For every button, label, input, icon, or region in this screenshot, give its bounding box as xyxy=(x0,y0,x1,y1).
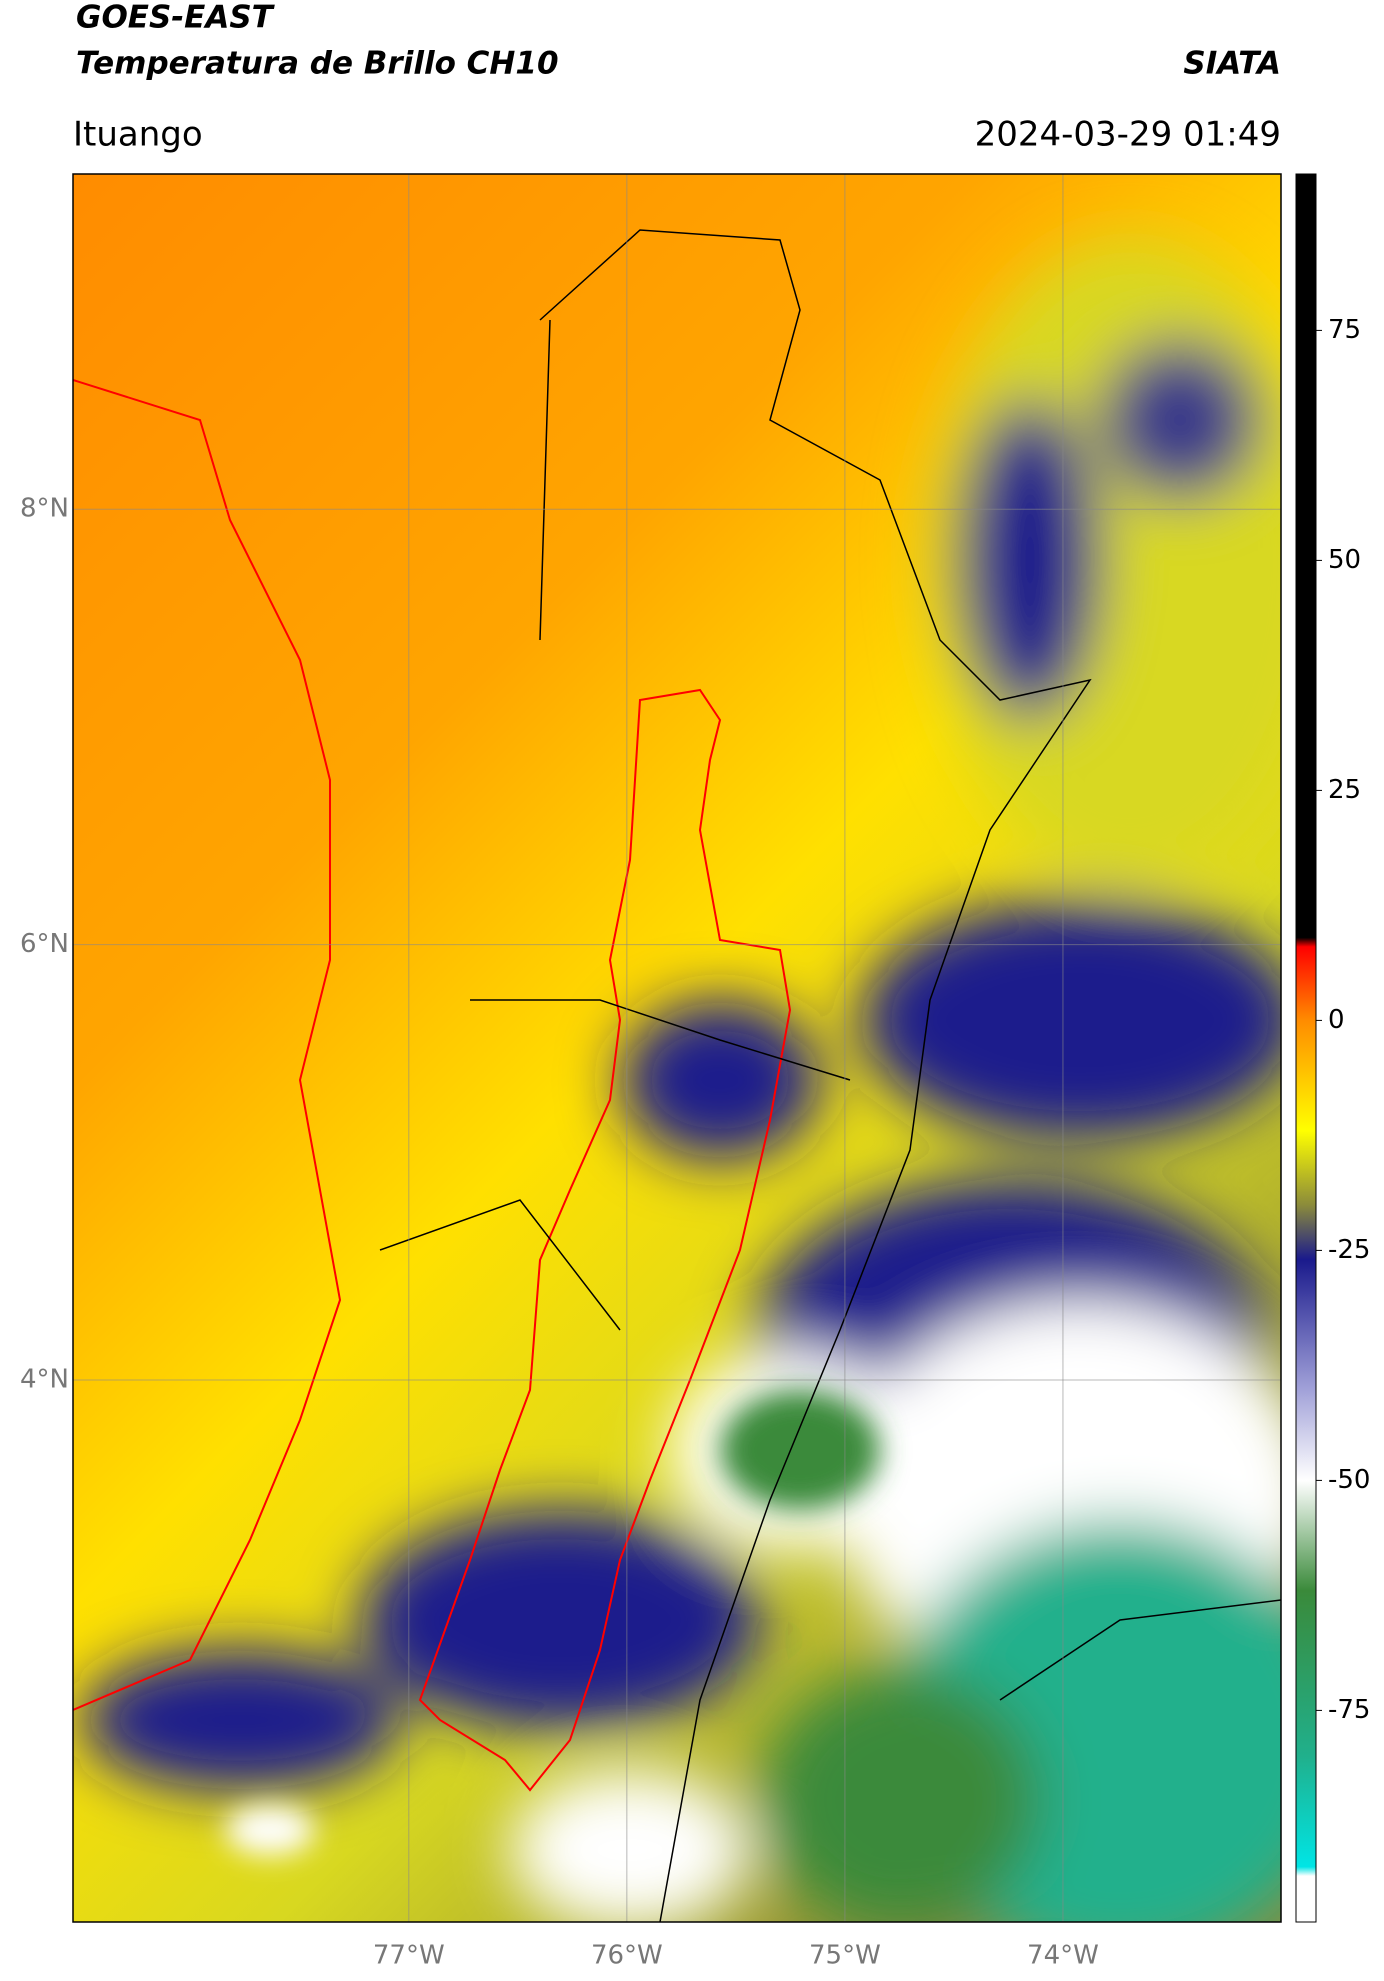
y-tick-label: 8°N xyxy=(20,494,69,524)
colorbar-tick-label: -25 xyxy=(1328,1235,1370,1265)
datetime: 2024-03-29 01:49 xyxy=(975,115,1281,155)
map-frame xyxy=(72,173,1282,1923)
colorbar-tick-label: 75 xyxy=(1328,315,1361,345)
colorbar-tick-label: 0 xyxy=(1328,1005,1345,1035)
location: Ituango xyxy=(73,115,203,155)
colorbar xyxy=(1295,173,1317,1923)
satellite-image xyxy=(73,174,1281,1922)
colorbar-tick-label: -75 xyxy=(1328,1695,1370,1725)
x-tick-label: 75°W xyxy=(809,1941,881,1971)
x-tick-label: 74°W xyxy=(1027,1941,1099,1971)
y-tick-label: 4°N xyxy=(20,1364,69,1394)
subtitle: Temperatura de Brillo CH10 xyxy=(76,46,559,82)
y-tick-label: 6°N xyxy=(20,929,69,959)
colorbar-tick-label: -50 xyxy=(1328,1465,1370,1495)
source: SIATA xyxy=(1183,46,1281,82)
colorbar-tick-label: 50 xyxy=(1328,545,1361,575)
colorbar-tick-label: 25 xyxy=(1328,775,1361,805)
title: GOES-EAST xyxy=(76,0,276,36)
x-tick-label: 77°W xyxy=(373,1941,445,1971)
x-tick-label: 76°W xyxy=(591,1941,663,1971)
